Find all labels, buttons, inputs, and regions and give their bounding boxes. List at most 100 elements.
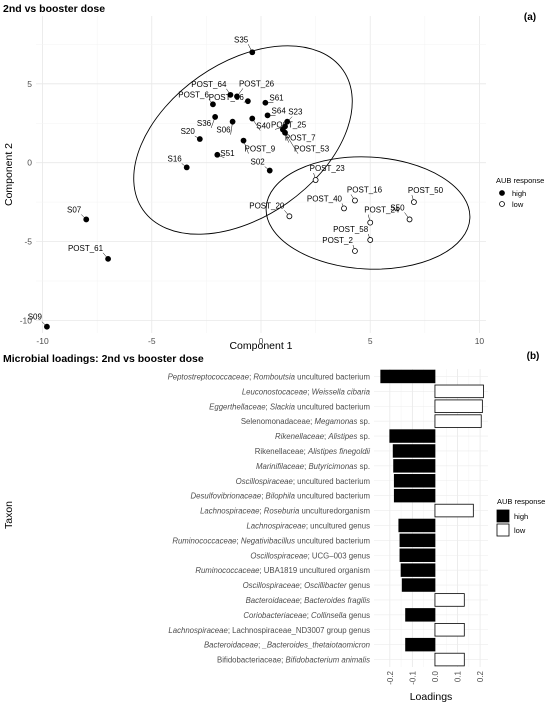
- taxon-label-part: Eggerthellaceae: [209, 402, 266, 411]
- panel-a-label: (a): [524, 12, 536, 23]
- panel-b-label: (b): [527, 351, 540, 362]
- taxon-label-part: uncultured bacterium: [295, 372, 370, 381]
- taxon-label: Bifidobacteriaceae; Bifidobacterium anim…: [217, 656, 370, 665]
- taxon-label-part: ;: [324, 432, 328, 441]
- legend-title: AUB response: [497, 497, 545, 506]
- x-tick-label: 10: [475, 336, 485, 346]
- y-axis-label: Component 2: [3, 143, 15, 206]
- taxon-label-part: Butyricimonas: [308, 462, 357, 471]
- taxon-label-part: Peptostreptococcaceae: [168, 372, 250, 381]
- bar-high: [399, 548, 436, 562]
- point-label: S50: [390, 203, 405, 212]
- taxon-label-part: ;: [259, 507, 263, 516]
- bar-low: [434, 414, 482, 428]
- taxon-label: Marinifilaceae; Butyricimonas sp.: [256, 462, 370, 471]
- data-point: [212, 114, 219, 120]
- legend-label: low: [512, 200, 524, 209]
- bar-low: [434, 503, 474, 518]
- taxon-label-part: ; uncultured genus: [306, 521, 370, 530]
- data-point: [284, 118, 291, 125]
- taxon-label: Bacteroidaceae; Bacteroides fragilis: [246, 596, 371, 605]
- data-point: [352, 248, 358, 254]
- legend-key-high: [499, 190, 505, 196]
- data-point: [312, 177, 319, 183]
- data-point: [83, 216, 90, 223]
- taxon-label-part: ;: [261, 492, 265, 501]
- taxon-label: Rikenellaceae; Alistipes finegoldii: [255, 447, 371, 456]
- x-tick-label: 0.1: [454, 670, 463, 682]
- taxon-label: Ruminococcaceae; Negativibacillus uncult…: [172, 536, 370, 545]
- taxon-label-part: Selenomonadaceae;: [241, 417, 315, 426]
- data-point: [367, 237, 374, 243]
- legend-label: high: [512, 189, 526, 198]
- data-point: [367, 219, 374, 226]
- point-label: S40: [256, 122, 271, 131]
- taxon-label: Lachnospiraceae; uncultured genus: [246, 521, 370, 530]
- point-label: S36: [197, 119, 212, 128]
- taxon-label-part: ; uncultured bacterium: [293, 477, 370, 486]
- taxon-label-part: ;: [249, 372, 253, 381]
- x-tick-label: 5: [368, 336, 373, 346]
- taxon-label: Oscillospiraceae; uncultured bacterium: [236, 477, 370, 486]
- taxon-label-part: ;: [307, 611, 311, 620]
- y-axis-label: Taxon: [3, 501, 15, 529]
- x-axis-label: Component 1: [229, 340, 292, 352]
- taxon-label-part: Bilophila: [266, 492, 296, 501]
- series-high: S35 POST_64 POST_26 POST_6 POST_36 S61 S64 S23 P…: [28, 35, 330, 330]
- taxon-label-part: uncultured bacterium: [295, 402, 370, 411]
- taxon-label-part: _Bacteroides_thetaiotaomicron: [262, 641, 371, 650]
- data-point: [234, 93, 240, 100]
- y-tick-label: 5: [27, 79, 32, 89]
- taxon-label: Desulfovibrionaceae; Bilophila unculture…: [191, 492, 370, 501]
- taxon-label: Rikenellaceae; Alistipes sp.: [275, 432, 370, 441]
- x-axis-label: Loadings: [410, 691, 453, 703]
- point-label: POST_24: [364, 206, 400, 215]
- taxon-label: Bacteroidaceae; _Bacteroides_thetaiotaom…: [204, 641, 370, 650]
- point-label: POST_6: [178, 90, 209, 99]
- taxon-label-part: ;: [307, 387, 311, 396]
- data-point: [227, 91, 234, 98]
- taxon-label: Selenomonadaceae; Megamonas sp.: [241, 417, 370, 426]
- bar-high: [401, 578, 436, 592]
- taxon-label-part: Marinifilaceae: [256, 462, 305, 471]
- y-tick-label: -5: [24, 237, 32, 247]
- panel-b-grid: [374, 369, 488, 667]
- taxon-label-part: Bacteroides fragilis: [304, 596, 370, 605]
- series-low: POST_23 POST_16 POST_40 POST_50 POST_20 POST_…: [249, 164, 444, 254]
- taxon-label-part: Bacteroidaceae: [204, 641, 259, 650]
- taxon-label-part: Leuconostocaceae: [242, 387, 308, 396]
- point-label: POST_23: [310, 164, 346, 173]
- panel-a-grid: [36, 16, 486, 333]
- taxon-label: Lachnospiraceae; Lachnospiraceae_ND3007 …: [168, 626, 370, 635]
- x-tick-label: 0.0: [431, 670, 440, 682]
- point-label: POST_40: [307, 194, 343, 203]
- point-label: S64: [272, 106, 287, 115]
- point-label: POST_7: [285, 134, 316, 143]
- taxon-label-part: sp.: [357, 432, 370, 441]
- data-point: [266, 167, 273, 174]
- data-point: [105, 255, 111, 262]
- bar-low: [434, 652, 465, 667]
- taxon-label: Leuconostocaceae; Weissella cibaria: [242, 387, 371, 396]
- bar-high: [389, 429, 436, 443]
- legend-key-low: [499, 201, 505, 207]
- bar-high: [393, 488, 436, 503]
- point-label: S07: [67, 205, 82, 214]
- point-label: POST_61: [68, 244, 104, 253]
- data-point: [249, 115, 256, 122]
- bar-low: [434, 399, 483, 413]
- taxon-label-part: Bifidobacteriaceae;: [217, 656, 285, 665]
- bar-high: [399, 533, 436, 548]
- taxon-label-part: Lachnospiraceae: [168, 626, 228, 635]
- data-point: [196, 136, 203, 142]
- bar-high: [405, 608, 436, 622]
- taxon-label-part: ;: [300, 596, 304, 605]
- x-tick-label: -10: [36, 336, 49, 346]
- taxon-label-part: Oscillospiraceae: [243, 581, 301, 590]
- legend-key-high: [496, 509, 510, 523]
- legend-label: high: [514, 512, 528, 521]
- bar-high: [393, 474, 436, 488]
- taxon-label-part: Bacteroidaceae: [246, 596, 301, 605]
- panel-b-taxon-labels: Peptostreptococcaceae; Romboutsia uncult…: [168, 372, 371, 664]
